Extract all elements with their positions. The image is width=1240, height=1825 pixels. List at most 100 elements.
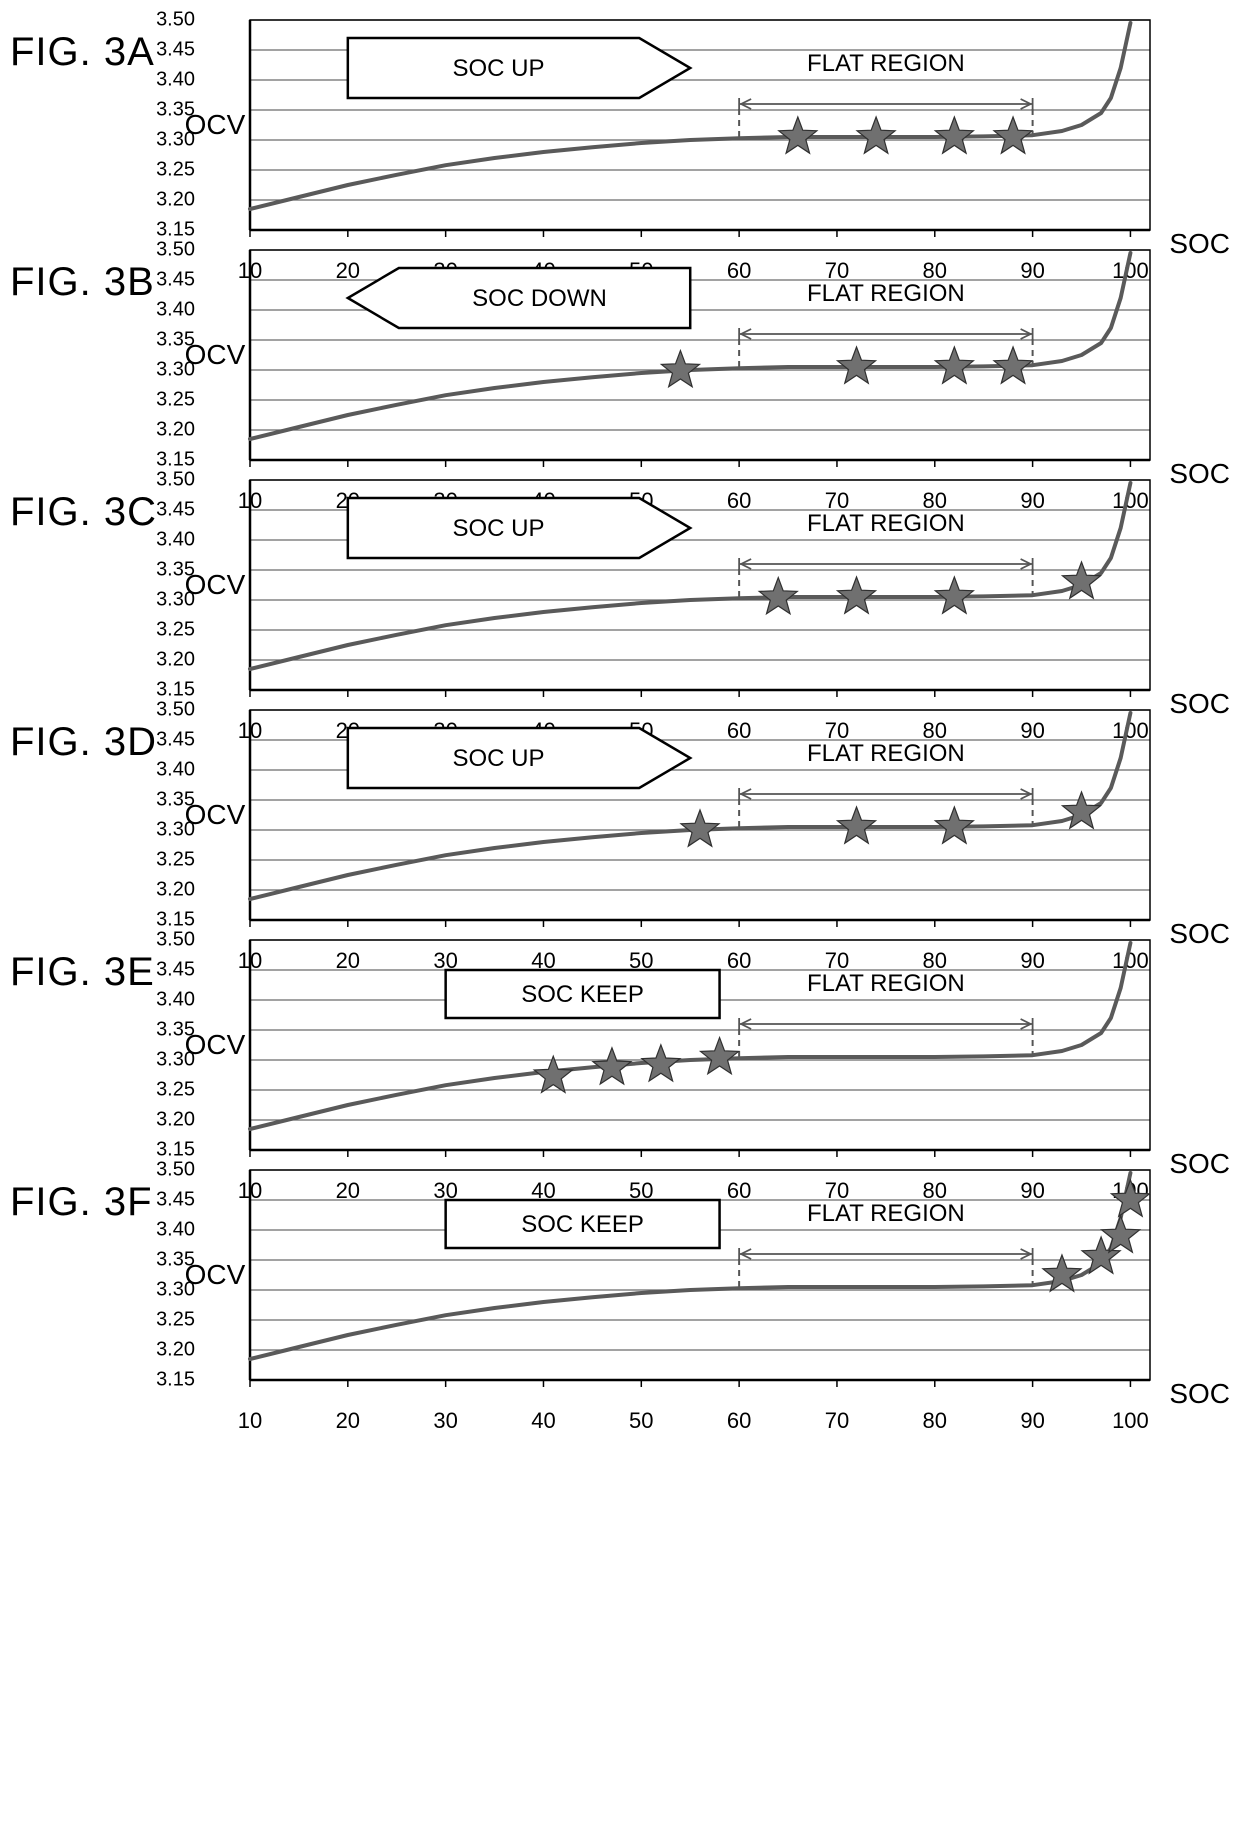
flat-region-bracket <box>739 1018 1032 1030</box>
figure-label: FIG. 3E <box>10 940 180 995</box>
star-marker-icon <box>935 807 973 843</box>
star-marker-icon <box>642 1045 680 1081</box>
x-tick-label: 10 <box>238 1408 262 1434</box>
x-tick-label: 90 <box>1020 1408 1044 1434</box>
y-tick-label: 3.30 <box>156 129 195 152</box>
figure-row-3B: FIG. 3BOCV3.153.203.253.303.353.403.453.… <box>10 250 1220 460</box>
x-tick-label: 40 <box>531 1408 555 1434</box>
y-tick-label: 3.40 <box>156 759 195 782</box>
figure-label: FIG. 3A <box>10 20 180 75</box>
y-tick-label: 3.50 <box>156 1159 195 1182</box>
x-tick-label: 80 <box>923 1408 947 1434</box>
star-marker-icon <box>1102 1216 1140 1252</box>
flat-region-label: FLAT REGION <box>807 970 965 997</box>
y-tick-label: 3.50 <box>156 929 195 952</box>
x-tick-label: 20 <box>336 1408 360 1434</box>
flat-region-label: FLAT REGION <box>807 280 965 307</box>
y-tick-label: 3.35 <box>156 1019 195 1042</box>
x-axis-label: SOC <box>1169 458 1230 490</box>
y-tick-label: 3.35 <box>156 99 195 122</box>
chart-svg: FLAT REGIONSOC UP <box>250 480 1150 690</box>
soc-box-label: SOC DOWN <box>472 285 607 312</box>
x-axis-label: SOC <box>1169 688 1230 720</box>
flat-region-label: FLAT REGION <box>807 740 965 767</box>
y-tick-label: 3.40 <box>156 989 195 1012</box>
figure-row-3C: FIG. 3COCV3.153.203.253.303.353.403.453.… <box>10 480 1220 690</box>
star-marker-icon <box>935 577 973 613</box>
soc-direction-box: SOC UP <box>348 728 690 788</box>
star-marker-icon <box>994 347 1032 383</box>
y-tick-label: 3.15 <box>156 1369 195 1392</box>
star-marker-icon <box>1063 562 1101 598</box>
x-tick-label: 70 <box>825 1408 849 1434</box>
soc-direction-box: SOC KEEP <box>446 1200 720 1248</box>
star-marker-icon <box>759 578 797 614</box>
y-tick-label: 3.25 <box>156 1079 195 1102</box>
y-tick-label: 3.25 <box>156 849 195 872</box>
star-marker-icon <box>838 577 876 613</box>
y-tick-label: 3.20 <box>156 649 195 672</box>
y-tick-label: 3.35 <box>156 1249 195 1272</box>
figure-label: FIG. 3B <box>10 250 180 305</box>
figure-label: FIG. 3C <box>10 480 180 535</box>
y-tick-label: 3.30 <box>156 1049 195 1072</box>
soc-box-label: SOC UP <box>453 745 545 772</box>
y-tick-label: 3.45 <box>156 269 195 292</box>
y-tick-label: 3.30 <box>156 819 195 842</box>
star-marker-icon <box>994 117 1032 153</box>
x-tick-label: 50 <box>629 1408 653 1434</box>
chart-area: 3.153.203.253.303.353.403.453.5010203040… <box>250 710 1150 920</box>
star-marker-icon <box>1063 792 1101 828</box>
chart-area: 3.153.203.253.303.353.403.453.5010203040… <box>250 20 1150 230</box>
star-marker-icon <box>661 351 699 387</box>
figure-row-3D: FIG. 3DOCV3.153.203.253.303.353.403.453.… <box>10 710 1220 920</box>
y-tick-label: 3.20 <box>156 1339 195 1362</box>
soc-direction-box: SOC DOWN <box>348 268 690 328</box>
y-tick-label: 3.40 <box>156 299 195 322</box>
soc-box-label: SOC UP <box>453 515 545 542</box>
star-marker-icon <box>935 347 973 383</box>
star-marker-icon <box>681 810 719 846</box>
y-tick-label: 3.45 <box>156 729 195 752</box>
figure-panels-container: FIG. 3AOCV3.153.203.253.303.353.403.453.… <box>10 20 1220 1380</box>
figure-row-3E: FIG. 3EOCV3.153.203.253.303.353.403.453.… <box>10 940 1220 1150</box>
y-tick-label: 3.40 <box>156 529 195 552</box>
soc-box-label: SOC KEEP <box>521 981 644 1008</box>
flat-region-label: FLAT REGION <box>807 1200 965 1227</box>
flat-region-bracket <box>739 558 1032 570</box>
soc-direction-box: SOC KEEP <box>446 970 720 1018</box>
flat-region-bracket <box>739 1248 1032 1260</box>
y-tick-label: 3.25 <box>156 1309 195 1332</box>
y-tick-label: 3.35 <box>156 329 195 352</box>
soc-direction-box: SOC UP <box>348 498 690 558</box>
star-marker-icon <box>838 347 876 383</box>
chart-area: 3.153.203.253.303.353.403.453.5010203040… <box>250 480 1150 690</box>
x-axis-label: SOC <box>1169 1148 1230 1180</box>
star-marker-icon <box>779 117 817 153</box>
x-tick-label: 100 <box>1112 1408 1149 1434</box>
y-tick-label: 3.25 <box>156 159 195 182</box>
figure-label: FIG. 3F <box>10 1170 180 1225</box>
chart-svg: FLAT REGION SOC KEEP <box>250 940 1150 1150</box>
star-marker-icon <box>857 117 895 153</box>
chart-area: 3.153.203.253.303.353.403.453.5010203040… <box>250 940 1150 1150</box>
y-tick-label: 3.40 <box>156 69 195 92</box>
y-tick-label: 3.45 <box>156 1189 195 1212</box>
flat-region-bracket <box>739 98 1032 110</box>
x-axis-label: SOC <box>1169 1378 1230 1410</box>
y-tick-label: 3.30 <box>156 359 195 382</box>
y-tick-label: 3.20 <box>156 1109 195 1132</box>
y-tick-label: 3.50 <box>156 9 195 32</box>
y-tick-label: 3.50 <box>156 239 195 262</box>
y-tick-label: 3.20 <box>156 419 195 442</box>
x-axis-label: SOC <box>1169 918 1230 950</box>
flat-region-bracket <box>739 788 1032 800</box>
star-marker-icon <box>593 1048 631 1084</box>
y-tick-label: 3.20 <box>156 879 195 902</box>
y-tick-label: 3.35 <box>156 559 195 582</box>
x-tick-label: 30 <box>433 1408 457 1434</box>
y-tick-label: 3.50 <box>156 469 195 492</box>
figure-label: FIG. 3D <box>10 710 180 765</box>
y-tick-label: 3.45 <box>156 39 195 62</box>
y-tick-label: 3.45 <box>156 499 195 522</box>
